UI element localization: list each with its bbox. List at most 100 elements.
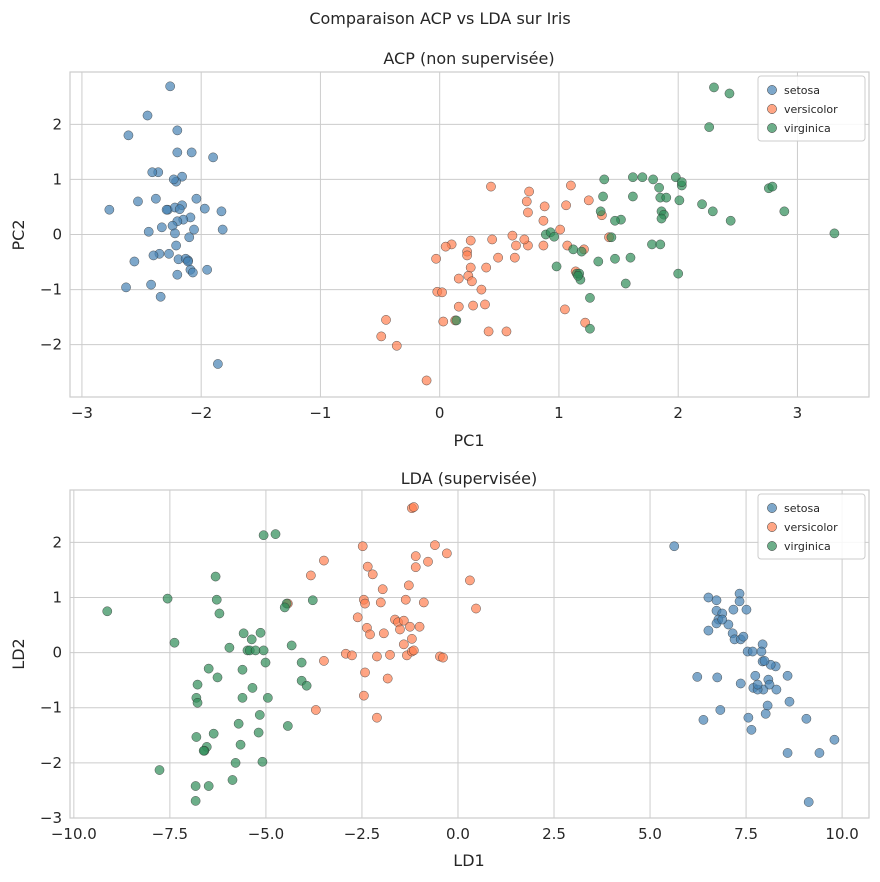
point-versicolor	[365, 629, 375, 640]
pca-title: ACP (non supervisée)	[383, 49, 554, 68]
y-tick-label: −2	[40, 754, 62, 772]
point-setosa	[143, 226, 154, 237]
legend-frame	[757, 493, 866, 560]
point-setosa	[186, 147, 197, 158]
point-versicolor	[359, 690, 369, 701]
legend-marker-versicolor	[767, 104, 777, 114]
point-virginica	[673, 268, 684, 279]
pca-xlabel: PC1	[454, 431, 485, 450]
point-virginica	[162, 593, 173, 604]
x-tick-label: 2.5	[542, 825, 566, 843]
point-virginica	[230, 758, 241, 768]
point-versicolor	[391, 340, 402, 351]
point-virginica	[235, 739, 246, 750]
point-virginica	[674, 195, 685, 206]
y-tick-label: 2	[52, 533, 62, 551]
point-versicolor	[306, 570, 316, 581]
point-setosa	[187, 267, 198, 278]
point-virginica	[595, 206, 606, 217]
point-versicolor	[405, 621, 415, 632]
point-virginica	[598, 191, 608, 202]
lda-ylabel: LD2	[9, 638, 28, 669]
x-tick-label: −2.5	[344, 825, 380, 843]
point-setosa	[801, 713, 812, 724]
point-versicolor	[381, 315, 391, 325]
point-setosa	[199, 203, 210, 214]
x-tick-label: 7.5	[734, 825, 758, 843]
legend-label-versicolor: versicolor	[784, 521, 838, 534]
point-setosa	[743, 712, 754, 723]
point-setosa	[151, 193, 161, 204]
point-virginica	[224, 642, 235, 653]
point-virginica	[254, 710, 265, 720]
point-setosa	[814, 748, 825, 758]
point-virginica	[451, 315, 462, 326]
point-versicolor	[468, 300, 478, 311]
point-setosa	[161, 204, 172, 215]
point-virginica	[212, 672, 223, 683]
point-setosa	[168, 174, 179, 185]
point-virginica	[767, 181, 778, 192]
point-versicolor	[476, 284, 487, 295]
point-virginica	[255, 627, 266, 638]
point-virginica	[599, 174, 610, 185]
point-virginica	[282, 721, 293, 731]
point-versicolor	[319, 555, 329, 566]
point-virginica	[253, 727, 264, 738]
y-tick-label: 1	[52, 588, 62, 606]
point-setosa	[147, 167, 158, 178]
point-setosa	[711, 595, 722, 606]
point-virginica	[102, 606, 113, 617]
point-versicolor	[523, 207, 533, 218]
point-setosa	[759, 656, 770, 666]
point-versicolor	[352, 612, 363, 623]
point-setosa	[164, 248, 174, 259]
point-setosa	[155, 291, 166, 302]
legend-label-setosa: setosa	[784, 84, 820, 97]
point-setosa	[213, 359, 223, 369]
legend-label-virginica: virginica	[784, 122, 831, 135]
x-tick-label: 1	[554, 404, 564, 422]
point-virginica	[724, 88, 735, 99]
y-tick-label: −1	[40, 699, 62, 717]
point-virginica	[620, 278, 631, 289]
point-virginica	[648, 174, 659, 185]
point-setosa	[712, 672, 723, 683]
point-virginica	[262, 692, 273, 703]
point-versicolor	[465, 262, 476, 273]
point-versicolor	[382, 673, 393, 684]
legend-marker-setosa	[767, 503, 777, 513]
point-versicolor	[453, 301, 464, 312]
x-tick-label: −2	[190, 404, 212, 422]
point-virginica	[709, 82, 719, 93]
point-versicolor	[375, 597, 386, 608]
point-virginica	[258, 530, 269, 541]
point-setosa	[669, 541, 680, 552]
legend-marker-setosa	[767, 85, 777, 95]
point-setosa	[784, 696, 795, 707]
point-versicolor	[385, 649, 395, 660]
point-virginica	[238, 628, 249, 639]
point-versicolor	[471, 603, 481, 614]
point-setosa	[174, 204, 185, 215]
pca-grid	[70, 72, 869, 397]
lda-series-setosa	[669, 541, 840, 807]
point-versicolor	[507, 230, 518, 241]
point-virginica	[655, 239, 666, 250]
point-versicolor	[521, 196, 532, 207]
point-virginica	[190, 781, 201, 791]
legend-marker-versicolor	[767, 522, 777, 532]
point-versicolor	[421, 375, 432, 386]
point-versicolor	[414, 621, 425, 632]
point-virginica	[257, 756, 268, 767]
point-virginica	[779, 206, 790, 217]
figure-title: Comparaison ACP vs LDA sur Iris	[309, 9, 570, 28]
x-tick-label: −7.5	[152, 825, 188, 843]
point-setosa	[764, 679, 775, 690]
point-virginica	[549, 231, 560, 242]
point-setosa	[189, 224, 199, 235]
point-versicolor	[453, 273, 464, 284]
point-setosa	[123, 130, 134, 141]
point-virginica	[725, 215, 736, 226]
point-virginica	[551, 261, 562, 272]
